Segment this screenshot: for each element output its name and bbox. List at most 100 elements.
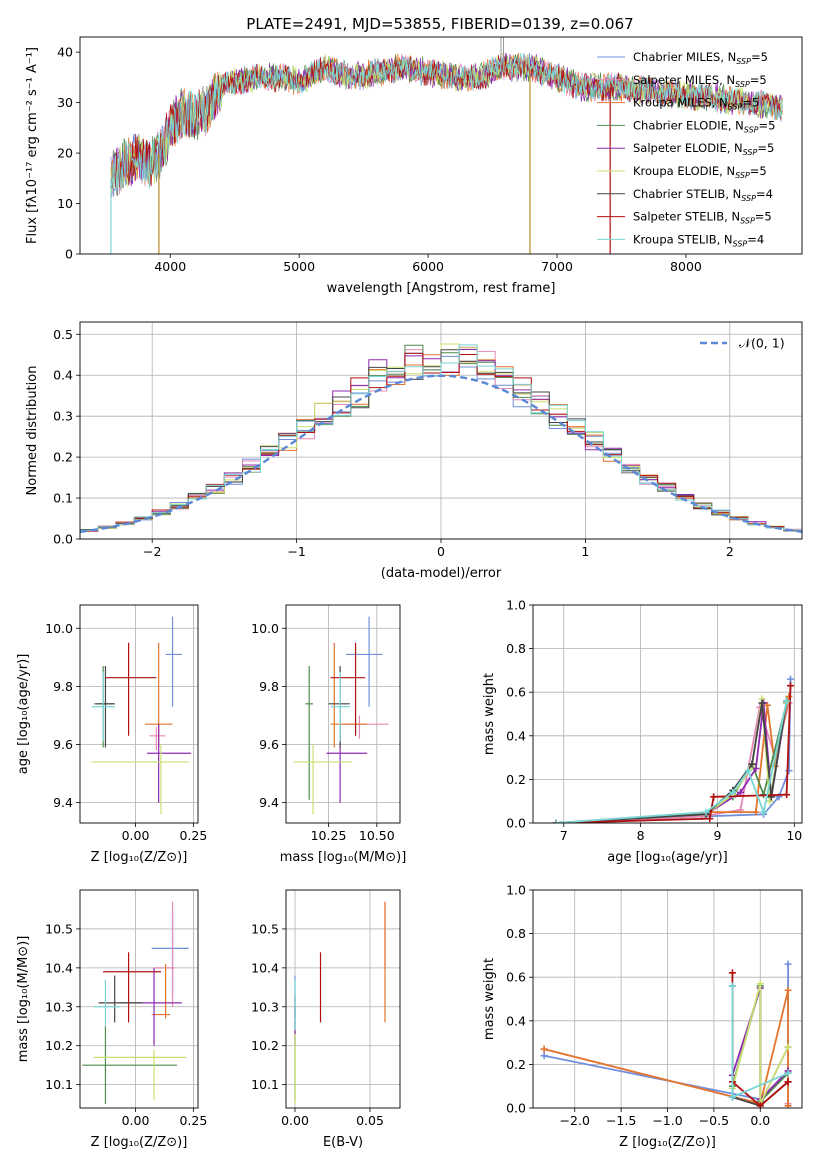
weight-marker — [710, 793, 718, 801]
weight-line — [556, 700, 788, 823]
y-axis-label: age [log₁₀(age/yr)] — [16, 654, 31, 775]
y-tick-label: 10.4 — [251, 960, 279, 975]
weight-marker — [784, 1043, 792, 1051]
axes-frame-age-vs-mass — [285, 604, 401, 824]
y-axis-label: mass [log₁₀(M/M⊙)] — [16, 936, 31, 1063]
y-tick-label: 10.5 — [251, 921, 279, 936]
weight-marker — [540, 1045, 548, 1053]
weight-marker — [552, 819, 560, 823]
errorbar-kroupa-elodie — [93, 1049, 187, 1101]
x-axis-label: age [log₁₀(age/yr)] — [607, 850, 728, 865]
errorbar-chabrier-miles — [165, 616, 182, 707]
y-tick-label: 9.8 — [259, 679, 279, 694]
weight-marker — [785, 693, 793, 701]
weight-marker — [752, 765, 760, 772]
axes-frame-mass-vs-Z — [79, 889, 199, 1109]
histograms — [80, 343, 802, 539]
x-tick-label: 10 — [786, 828, 802, 843]
x-tick-label: −0.5 — [699, 1113, 729, 1128]
weight-series-kroupa-stelib — [728, 982, 792, 1101]
axes-age-vs-Z: 0.00 0.25 9.4 9.6 9.8 10.0 Z [log₁₀(Z/Z⊙)] age … — [16, 605, 207, 865]
figure-title: PLATE=2491, MJD=53855, FIBERID=0139, z=0… — [246, 15, 633, 33]
y-tick-label: 0.4 — [506, 728, 526, 743]
x-tick-label: 0.25 — [179, 1113, 207, 1128]
errorbar-kroupa-elodie — [91, 744, 189, 815]
x-tick-label: −1.5 — [606, 1113, 636, 1128]
x-tick-label: −1 — [287, 544, 305, 559]
y-tick-label: 0.4 — [506, 1013, 526, 1028]
x-axis-label: Z [log₁₀(Z/Z⊙)] — [91, 1135, 188, 1150]
axes-frame-mass-weight-vs-Z — [532, 889, 803, 1109]
errorbar-chabrier-elodie — [82, 1026, 178, 1105]
x-tick-label: 9 — [713, 828, 721, 843]
y-tick-label: 0 — [65, 247, 73, 262]
weight-marker — [706, 815, 714, 823]
y-tick-label: 0.2 — [506, 772, 526, 787]
y-tick-label: 10.0 — [251, 621, 279, 636]
y-tick-label: 10.3 — [251, 999, 279, 1014]
legend-label: Kroupa ELODIE, NSSP=5 — [633, 164, 767, 180]
x-tick-label: −2.0 — [560, 1113, 590, 1128]
weight-marker — [783, 791, 791, 799]
weight-marker — [763, 701, 771, 709]
y-tick-label: 1.0 — [506, 883, 526, 898]
axes-frame-mass-weight-vs-age — [532, 604, 803, 824]
y-tick-label: 10 — [57, 196, 73, 211]
x-tick-label: 0.00 — [281, 1113, 309, 1128]
weight-marker — [786, 682, 794, 690]
spectrum-legend: Chabrier MILES, NSSP=5 Salpeter MILES, NS… — [597, 50, 775, 248]
y-tick-label: 20 — [57, 146, 73, 161]
x-tick-label: 4000 — [154, 259, 186, 274]
axes-frame-age-vs-Z — [79, 604, 199, 824]
y-tick-label: 10.4 — [45, 960, 73, 975]
x-axis-label: Z [log₁₀(Z/Z⊙)] — [619, 1135, 716, 1150]
legend-label: Chabrier STELIB, NSSP=4 — [633, 187, 773, 203]
y-tick-label: 9.4 — [259, 795, 279, 810]
weight-marker — [702, 808, 710, 816]
y-tick-label: 1.0 — [506, 598, 526, 613]
weight-series-salpeter-stelib — [552, 682, 794, 823]
axes-mass-vs-Z: 0.00 0.25 10.1 10.2 10.3 10.4 10.5 Z [log₁₀(Z/Z… — [16, 890, 207, 1150]
x-tick-label: 7 — [560, 828, 568, 843]
errorbar-kroupa-elodie — [293, 744, 352, 815]
x-tick-label: −1.0 — [652, 1113, 682, 1128]
weight-series-kroupa-stelib — [552, 697, 791, 823]
errorbars-age-vs-Z — [91, 616, 192, 815]
errorbars-mass-vs-Z — [82, 901, 189, 1105]
axes-age-vs-mass: 10.25 10.50 9.4 9.6 9.8 10.0 mass [log₁₀(M/M⊙)… — [251, 605, 406, 865]
weight-marker — [729, 788, 737, 796]
y-tick-label: 9.4 — [53, 795, 73, 810]
axes-frame-mass-vs-EBV — [285, 889, 401, 1109]
errorbar-kroupa-stelib — [91, 671, 115, 742]
legend-label: 𝒩(0, 1) — [739, 336, 785, 351]
errorbar-salpeter-stelib — [105, 642, 157, 736]
x-axis-label: E(B-V) — [323, 1135, 363, 1150]
weight-marker — [728, 982, 736, 990]
errorbar-salpeter-elodie — [147, 724, 192, 803]
weight-marker — [540, 1052, 548, 1060]
y-tick-label: 0.8 — [506, 641, 526, 656]
errorbar-kroupa-stelib — [93, 979, 120, 1027]
legend-label: Kroupa STELIB, NSSP=4 — [633, 232, 764, 248]
x-tick-label: 5000 — [283, 259, 315, 274]
legend-label: Salpeter MILES, NSSP=5 — [633, 73, 767, 89]
weight-line — [731, 983, 789, 1104]
legend-label: Salpeter STELIB, NSSP=5 — [633, 210, 772, 226]
x-tick-label: −2 — [143, 544, 161, 559]
weights-mass-weight-vs-Z — [540, 960, 792, 1108]
x-tick-label: 7000 — [541, 259, 573, 274]
y-tick-label: 10.5 — [45, 921, 73, 936]
y-tick-label: 0.0 — [53, 532, 73, 547]
errorbar-salpeter-stelib — [103, 952, 161, 1023]
errorbars-mass-vs-EBV — [294, 901, 386, 1105]
y-tick-label: 0.8 — [506, 926, 526, 941]
x-tick-label: 0.0 — [750, 1113, 770, 1128]
y-tick-label: 0.2 — [53, 450, 73, 465]
legend-label: Chabrier ELODIE, NSSP=5 — [633, 118, 775, 134]
y-tick-label: 0.6 — [506, 685, 526, 700]
y-tick-label: 9.8 — [53, 679, 73, 694]
x-axis-label: Z [log₁₀(Z/Z⊙)] — [91, 850, 188, 865]
errorbar-kroupa-miles — [151, 963, 171, 1019]
y-tick-label: 0.1 — [53, 491, 73, 506]
